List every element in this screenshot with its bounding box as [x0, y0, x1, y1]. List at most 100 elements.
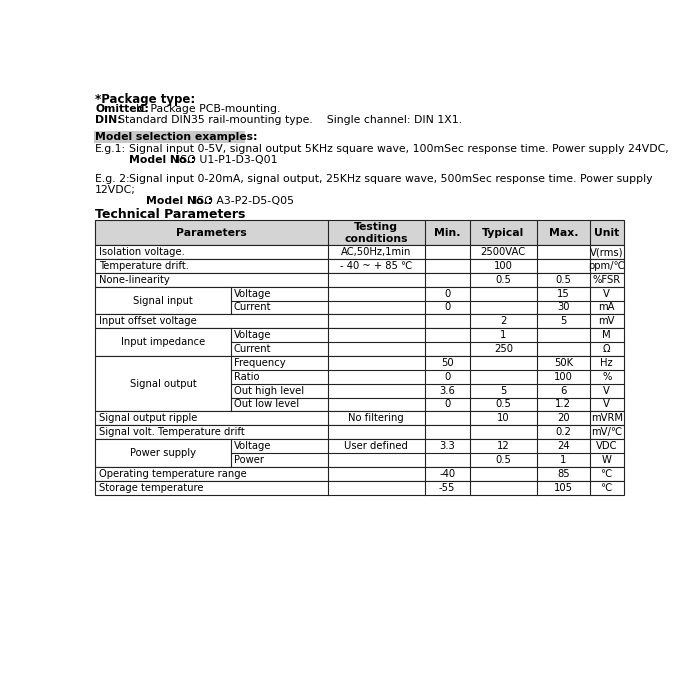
Text: IC Package PCB-mounting.: IC Package PCB-mounting.: [136, 104, 280, 114]
Bar: [95, 412, 624, 426]
Text: Technical Parameters: Technical Parameters: [95, 207, 246, 220]
Text: Model No.:: Model No.:: [146, 195, 212, 206]
Text: -40: -40: [439, 469, 455, 479]
Text: 5: 5: [560, 316, 566, 326]
Text: 0.5: 0.5: [496, 400, 511, 410]
Text: Out high level: Out high level: [234, 386, 304, 396]
Text: Parameters: Parameters: [176, 228, 247, 238]
Text: 2: 2: [500, 316, 507, 326]
Text: 1: 1: [500, 330, 507, 340]
Text: 12: 12: [497, 441, 510, 451]
Text: M: M: [603, 330, 611, 340]
Text: 3.3: 3.3: [439, 441, 455, 451]
Bar: [95, 287, 624, 314]
Text: V: V: [603, 288, 610, 299]
Text: ppm/℃: ppm/℃: [589, 261, 625, 271]
Text: 0: 0: [444, 372, 450, 382]
Text: 0.2: 0.2: [555, 427, 571, 438]
Text: Power supply: Power supply: [130, 448, 196, 458]
Text: 85: 85: [557, 469, 570, 479]
Text: Signal output ripple: Signal output ripple: [99, 413, 197, 424]
Text: 0: 0: [444, 400, 450, 410]
Text: 0: 0: [444, 288, 450, 299]
Bar: [95, 328, 624, 356]
Text: No filtering: No filtering: [349, 413, 404, 424]
Bar: [95, 220, 624, 245]
Bar: [95, 467, 624, 481]
Text: Isolation voltage.: Isolation voltage.: [99, 247, 185, 257]
Text: 1: 1: [560, 455, 566, 465]
Text: mA: mA: [598, 302, 615, 312]
Text: Signal output: Signal output: [130, 379, 197, 389]
Text: AC,50Hz,1min: AC,50Hz,1min: [341, 247, 412, 257]
Text: Input impedance: Input impedance: [121, 337, 205, 347]
Bar: [95, 314, 624, 328]
Text: Standard DIN35 rail-mounting type.    Single channel: DIN 1X1.: Standard DIN35 rail-mounting type. Singl…: [118, 115, 463, 125]
Text: 12VDC;: 12VDC;: [95, 185, 136, 195]
Bar: [95, 356, 624, 412]
Text: Omitted:: Omitted:: [95, 104, 149, 114]
Text: 50K: 50K: [554, 358, 573, 368]
Bar: [95, 245, 624, 259]
Text: 50: 50: [441, 358, 454, 368]
Text: 20: 20: [557, 413, 570, 424]
Text: -55: -55: [439, 482, 455, 493]
Text: Current: Current: [234, 302, 272, 312]
Text: 1.2: 1.2: [555, 400, 571, 410]
Text: V(rms): V(rms): [590, 247, 624, 257]
Text: Out low level: Out low level: [234, 400, 299, 410]
Text: V: V: [603, 400, 610, 410]
Text: Ratio: Ratio: [234, 372, 260, 382]
Text: 105: 105: [554, 482, 573, 493]
Text: - 40 ~ + 85 ℃: - 40 ~ + 85 ℃: [340, 261, 412, 271]
Text: Input offset voltage: Input offset voltage: [99, 316, 197, 326]
Text: Unit: Unit: [594, 228, 620, 238]
Bar: [95, 259, 624, 273]
Text: Signal volt. Temperature drift: Signal volt. Temperature drift: [99, 427, 245, 438]
Text: Current: Current: [234, 344, 272, 354]
Text: E.g. 2:: E.g. 2:: [95, 174, 130, 184]
Text: Voltage: Voltage: [234, 288, 272, 299]
Bar: [95, 426, 624, 439]
Text: 0: 0: [444, 302, 450, 312]
Text: Signal input 0-5V, signal output 5KHz square wave, 100mSec response time. Power : Signal input 0-5V, signal output 5KHz sq…: [130, 144, 669, 154]
Text: 0.5: 0.5: [555, 274, 571, 285]
Text: Max.: Max.: [549, 228, 578, 238]
Text: Model selection examples:: Model selection examples:: [95, 132, 258, 142]
Text: 15: 15: [557, 288, 570, 299]
Text: User defined: User defined: [344, 441, 408, 451]
Bar: [94, 132, 245, 143]
Text: 100: 100: [554, 372, 573, 382]
Bar: [95, 273, 624, 287]
Text: 250: 250: [494, 344, 513, 354]
Text: Storage temperature: Storage temperature: [99, 482, 204, 493]
Text: ℃: ℃: [601, 482, 612, 493]
Text: E.g.1:: E.g.1:: [95, 144, 127, 154]
Text: Min.: Min.: [434, 228, 461, 238]
Text: Testing
conditions: Testing conditions: [344, 222, 408, 244]
Text: ℃: ℃: [601, 469, 612, 479]
Text: mV: mV: [598, 316, 615, 326]
Text: 100: 100: [494, 261, 512, 271]
Text: 2500VAC: 2500VAC: [481, 247, 526, 257]
Text: Temperature drift.: Temperature drift.: [99, 261, 189, 271]
Text: %FSR: %FSR: [593, 274, 621, 285]
Text: DIN:: DIN:: [95, 115, 122, 125]
Text: Ω: Ω: [603, 344, 610, 354]
Text: 3.6: 3.6: [439, 386, 455, 396]
Bar: [95, 439, 624, 467]
Text: 30: 30: [557, 302, 570, 312]
Text: Typical: Typical: [482, 228, 524, 238]
Bar: [95, 481, 624, 495]
Text: Power: Power: [234, 455, 264, 465]
Text: Model No.:: Model No.:: [130, 155, 195, 164]
Text: ISO U1-P1-D3-Q01: ISO U1-P1-D3-Q01: [177, 155, 278, 164]
Text: Operating temperature range: Operating temperature range: [99, 469, 247, 479]
Text: 5: 5: [500, 386, 507, 396]
Text: 0.5: 0.5: [496, 455, 511, 465]
Text: mVRM: mVRM: [591, 413, 623, 424]
Text: 0.5: 0.5: [496, 274, 511, 285]
Text: None-linearity: None-linearity: [99, 274, 170, 285]
Text: *Package type:: *Package type:: [95, 93, 195, 106]
Text: mV/℃: mV/℃: [592, 427, 622, 438]
